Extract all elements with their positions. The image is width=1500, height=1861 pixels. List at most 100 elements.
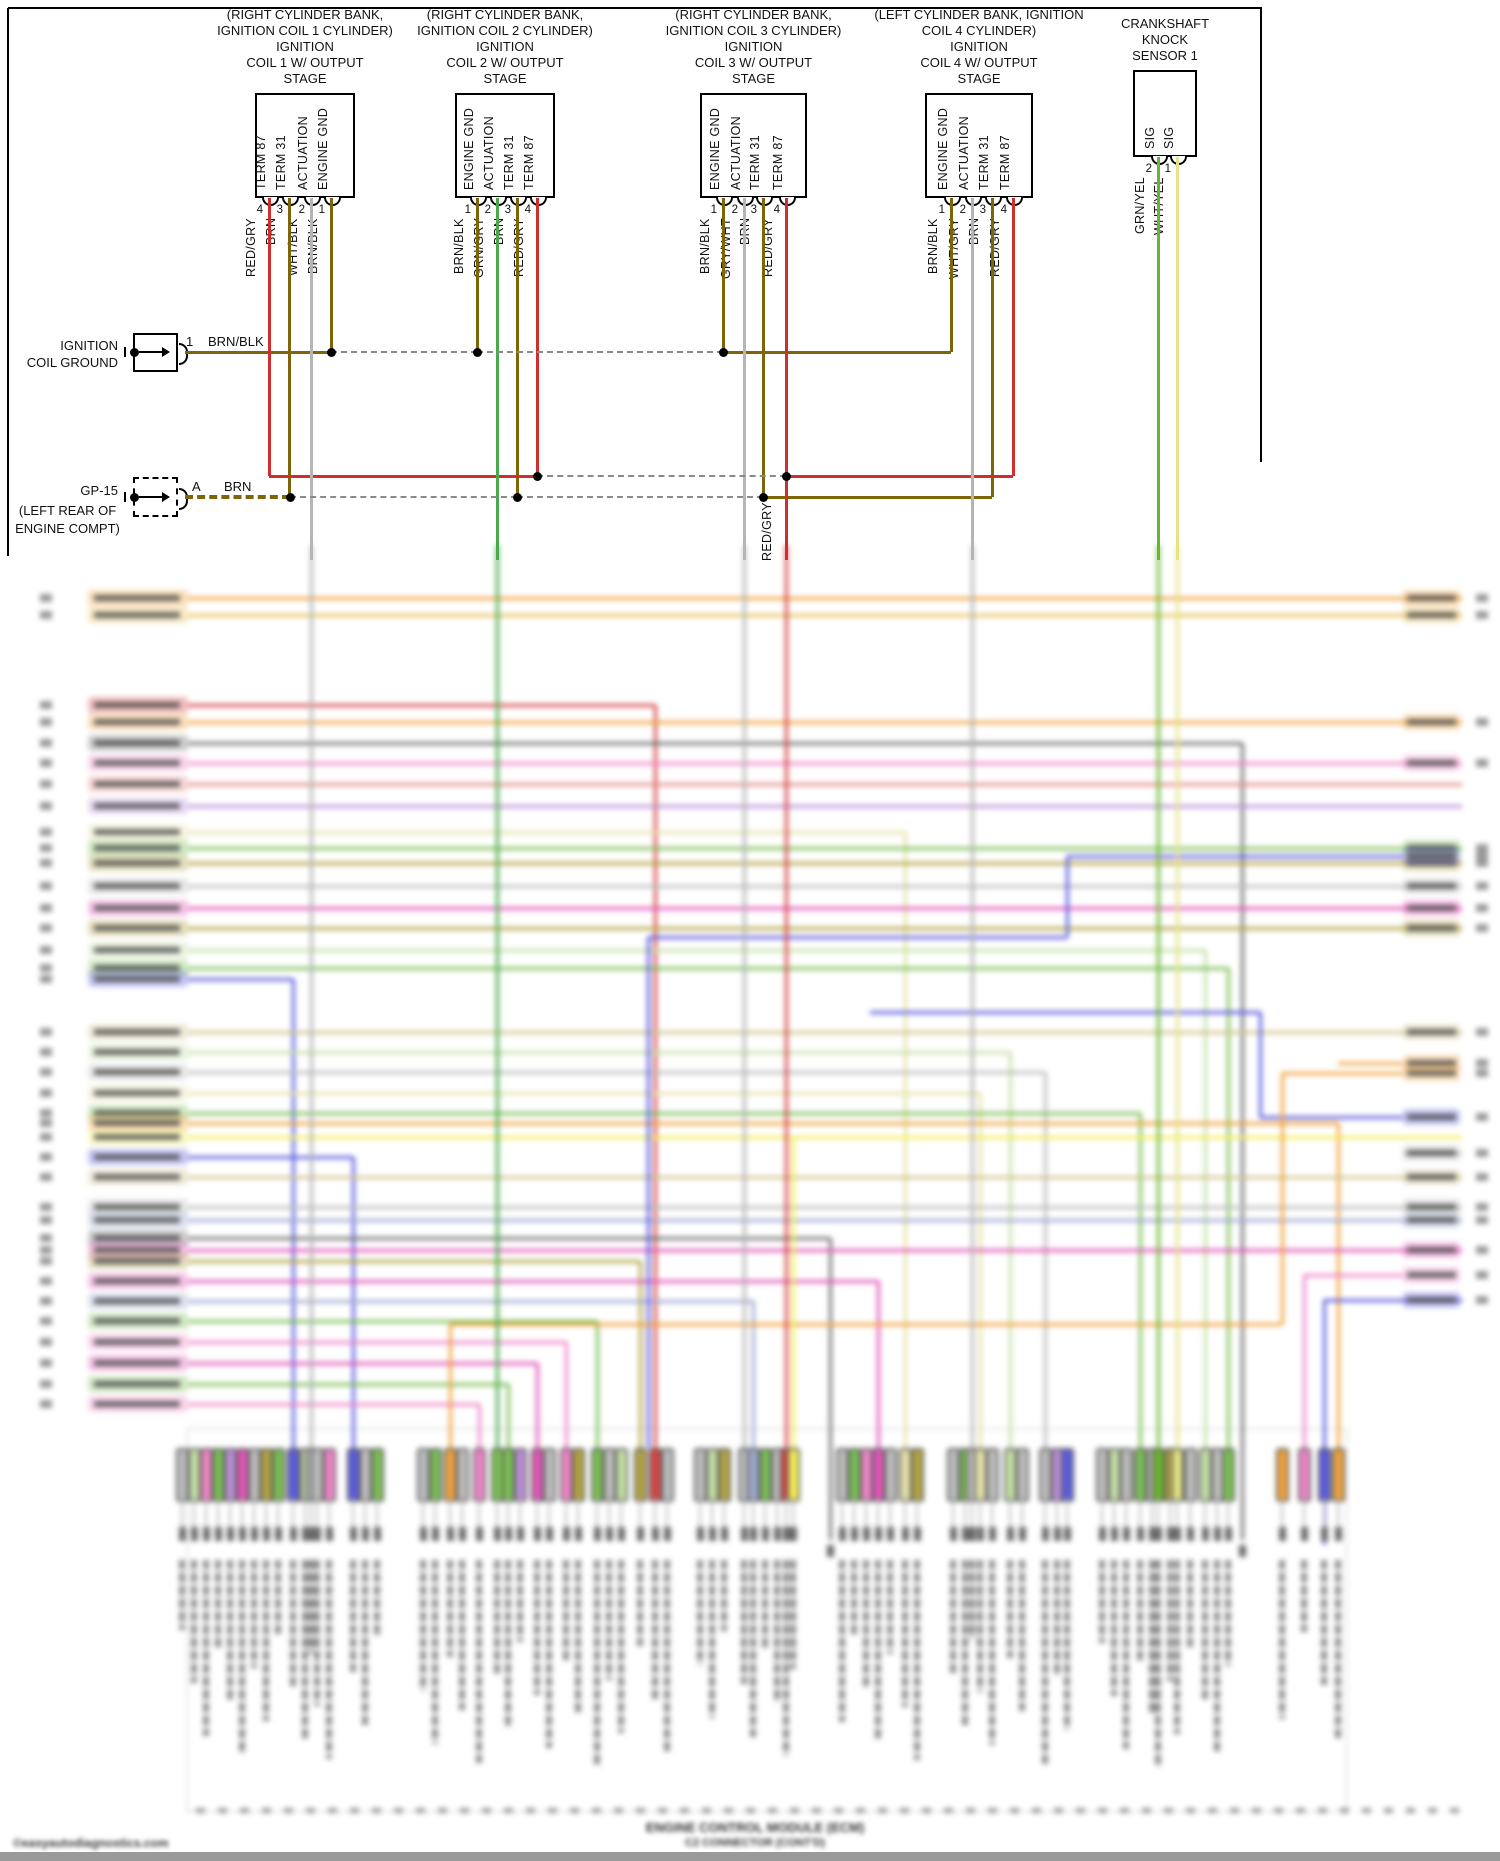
pin-index-mark xyxy=(40,1109,52,1117)
blur-wire xyxy=(776,1498,778,1541)
wire-stub-text xyxy=(1407,860,1456,866)
pin-number-tick xyxy=(741,1527,748,1541)
blur-wire xyxy=(188,1319,597,1323)
blur-wire xyxy=(181,1498,183,1541)
pin-number-tick xyxy=(977,1527,984,1541)
terminal-label: ACTUATION xyxy=(296,116,310,190)
blur-wire xyxy=(870,1010,1260,1014)
pin-number-tick xyxy=(1321,1527,1328,1541)
pin-index-mark xyxy=(40,1068,52,1076)
pin-index-mark xyxy=(1476,904,1488,912)
stub-hang-label xyxy=(1279,1560,1285,1719)
pin-number: 2 xyxy=(731,204,738,216)
bottom-pin-tick xyxy=(1252,1808,1261,1813)
connector-stub xyxy=(346,1448,360,1502)
crankshaft-knock-sensor-1-title-line: SENSOR 1 xyxy=(1132,48,1198,63)
stub-hang-label xyxy=(887,1560,893,1654)
pin-index-mark xyxy=(40,1234,52,1242)
junction-dot xyxy=(285,492,295,502)
pin-number-tick xyxy=(1099,1527,1106,1541)
blur-wire xyxy=(1204,1498,1206,1541)
dashed-bus-segment xyxy=(331,351,477,353)
stub-hang-label xyxy=(839,1560,845,1722)
bottom-pin-tick xyxy=(1384,1808,1393,1813)
wire-color-label: WHT/YEL xyxy=(1152,177,1170,277)
connector-stub xyxy=(946,1448,960,1502)
bottom-pin-tick xyxy=(1296,1808,1305,1813)
bottom-pin-tick xyxy=(680,1808,689,1813)
wire-segment xyxy=(1175,157,1179,560)
label: GP-15 xyxy=(80,483,118,498)
pin-number-tick xyxy=(227,1527,234,1541)
blur-wire xyxy=(1139,1498,1141,1541)
ignition-coil-3-title-line: COIL 3 W/ OUTPUT xyxy=(694,55,813,70)
wire-stub-text xyxy=(94,829,180,835)
connector-stub xyxy=(187,1448,201,1502)
stub-hang-label xyxy=(851,1560,857,1635)
connector-stub xyxy=(247,1448,261,1502)
blur-wire xyxy=(188,906,1462,910)
pin-index-mark xyxy=(1476,882,1488,890)
blur-wire xyxy=(188,1135,1462,1139)
pin-index-mark xyxy=(1476,1173,1488,1181)
pin-index-mark xyxy=(1476,852,1488,860)
pin-index-mark xyxy=(40,975,52,983)
stub-hang-label xyxy=(1007,1560,1013,1658)
ignition-coil-4-title-line: (LEFT CYLINDER BANK, IGNITION xyxy=(874,7,1084,22)
wire-color-label: BRN/BLK xyxy=(926,218,940,274)
bottom-pin-tick xyxy=(482,1808,491,1813)
wire-stub-text xyxy=(94,1401,180,1407)
bottom-pin-tick xyxy=(218,1808,227,1813)
bottom-pin-tick xyxy=(570,1808,579,1813)
page-border xyxy=(6,8,10,556)
pin-index-mark xyxy=(40,904,52,912)
connector-stub xyxy=(1015,1448,1029,1502)
connector-stub xyxy=(1038,1448,1052,1502)
bottom-pin-tick xyxy=(1164,1808,1173,1813)
pin-index-mark xyxy=(40,844,52,852)
stub-hang-label xyxy=(1202,1560,1208,1700)
pin-number-tick xyxy=(914,1527,921,1541)
connector-stub xyxy=(973,1448,987,1502)
connector-stub xyxy=(571,1448,585,1502)
ignition-coil-1-title-line: IGNITION COIL 1 CYLINDER) xyxy=(217,23,393,38)
pin-number-tick xyxy=(275,1527,282,1541)
pin-number-tick xyxy=(534,1527,541,1541)
stub-hang-label xyxy=(1111,1560,1117,1696)
pin-number-tick xyxy=(1111,1527,1118,1541)
stub-hang-label xyxy=(546,1560,552,1748)
wire-segment xyxy=(495,198,499,560)
wire-stub-text xyxy=(1407,1060,1456,1066)
blur-wire xyxy=(188,1236,830,1240)
connector-stub xyxy=(1003,1448,1017,1502)
terminal-label: TERM 31 xyxy=(274,135,288,190)
ignition-coil-4-title-line: IGNITION xyxy=(950,39,1008,54)
blur-wire xyxy=(639,1498,641,1541)
connector-stub xyxy=(530,1448,544,1502)
wire-segment xyxy=(761,198,765,497)
connector-stub xyxy=(443,1448,457,1502)
blur-wire xyxy=(638,1261,642,1448)
connector-stub xyxy=(416,1448,430,1502)
ignition-coil-2-title-line: IGNITION xyxy=(476,39,534,54)
stub-hang-label xyxy=(215,1560,221,1649)
blur-wire xyxy=(1324,1298,1462,1302)
blur-wire xyxy=(577,1498,579,1541)
pin-number-tick xyxy=(326,1527,333,1541)
bottom-pin-tick xyxy=(834,1808,843,1813)
pin-index-mark xyxy=(1476,1216,1488,1224)
wire-stub-text xyxy=(94,1069,180,1075)
label: ENGINE COMPT) xyxy=(15,521,120,536)
blur-wire xyxy=(654,1498,656,1541)
dashed-bus-segment xyxy=(537,475,786,477)
wire-color-label: BRN xyxy=(738,218,756,318)
connector-stub xyxy=(1170,1448,1184,1502)
blur-wire xyxy=(964,1498,966,1541)
blur-wire xyxy=(565,1498,567,1541)
bottom-pin-tick xyxy=(812,1808,821,1813)
label: COIL GROUND xyxy=(26,355,118,370)
stub-hang-label xyxy=(721,1560,727,1631)
pin-number-tick xyxy=(251,1527,258,1541)
connector-stub xyxy=(211,1448,225,1502)
pin-number: 1 xyxy=(710,204,717,216)
